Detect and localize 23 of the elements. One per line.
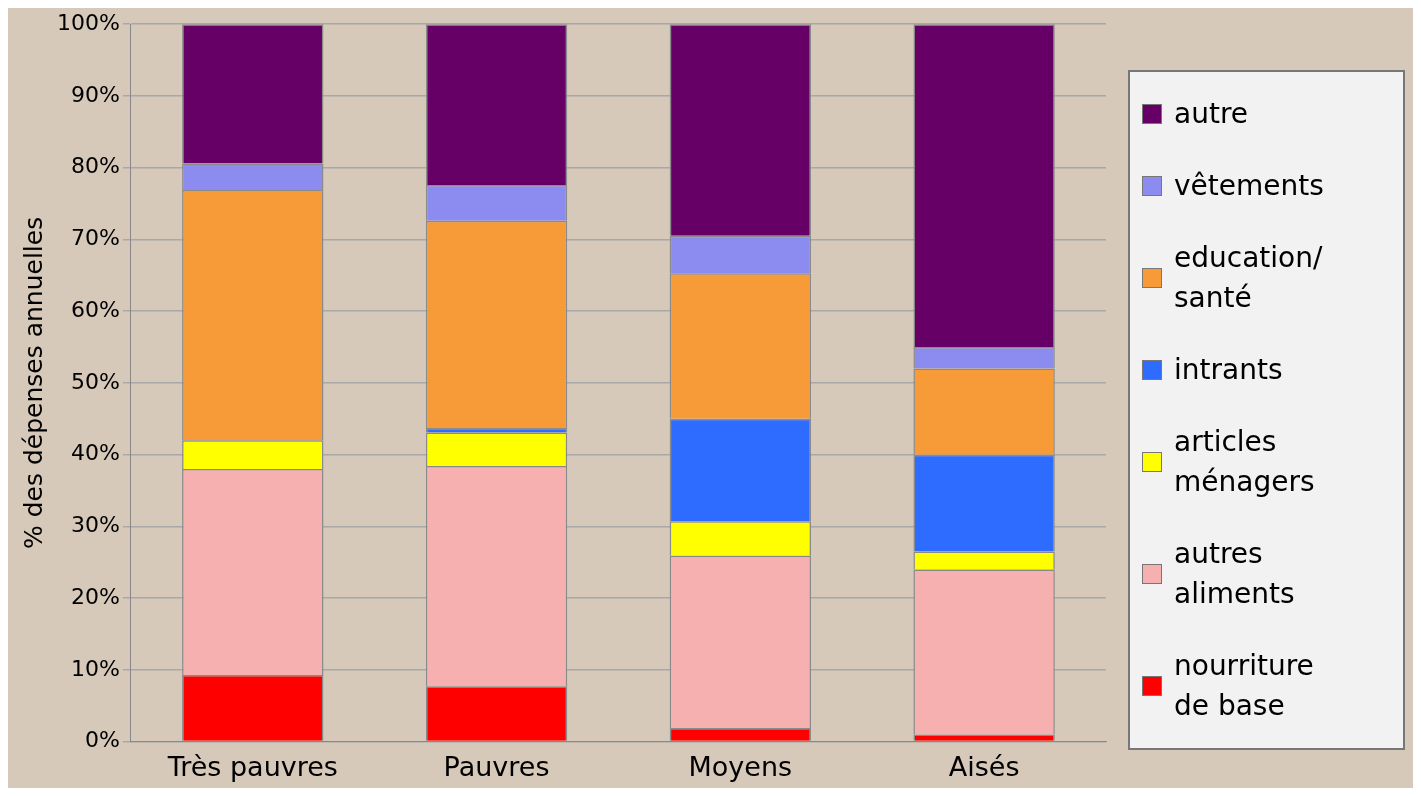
legend-label: nourriture de base — [1174, 648, 1315, 724]
x-tick-label: Aisés — [948, 750, 1020, 782]
y-axis-title: % des dépenses annuelles — [18, 216, 48, 549]
x-tick-label: Moyens — [688, 750, 793, 782]
y-tick-label: 100% — [56, 9, 120, 35]
y-tick-label: 70% — [70, 225, 120, 251]
x-tick-label: Très pauvres — [166, 750, 338, 782]
y-tick-label: 40% — [70, 440, 120, 466]
legend-label: articles ménagers — [1174, 424, 1316, 500]
y-tick-label: 90% — [70, 81, 120, 107]
y-tick-label: 50% — [70, 368, 120, 394]
legend-label: education/ santé — [1174, 240, 1324, 316]
y-tick-label: 60% — [70, 296, 120, 322]
y-tick-label: 10% — [70, 655, 120, 681]
y-tick-label: 80% — [70, 153, 120, 179]
y-tick-label: 30% — [70, 512, 120, 538]
legend-label: vêtements — [1174, 168, 1325, 204]
y-tick-label: 0% — [84, 727, 120, 753]
legend-label: autre — [1174, 96, 1249, 132]
legend-label: intrants — [1174, 352, 1284, 388]
legend-label: autres aliments — [1174, 536, 1296, 612]
x-tick-label: Pauvres — [443, 750, 550, 782]
y-tick-label: 20% — [70, 583, 120, 609]
